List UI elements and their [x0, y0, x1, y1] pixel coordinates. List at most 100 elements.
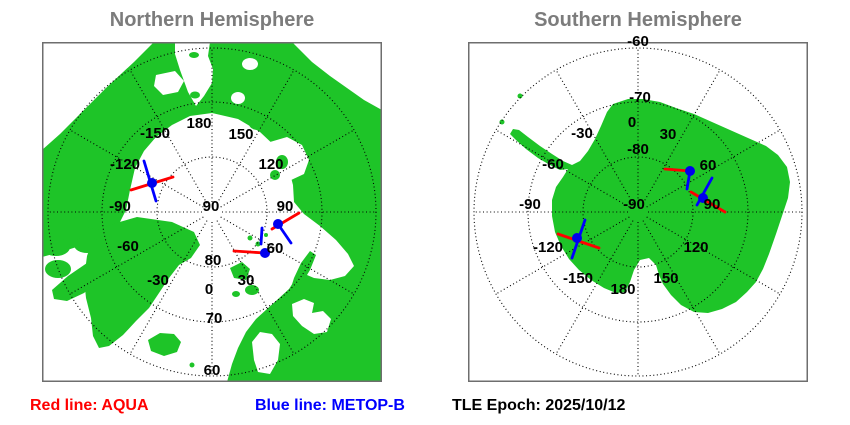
franz-josef-land [264, 233, 268, 237]
land-southern [469, 43, 807, 381]
svalbard [230, 262, 250, 280]
metopb-track-segment [259, 226, 264, 246]
graticule-label: 30 [660, 126, 677, 143]
latitude-circle [473, 47, 803, 377]
severnaya-zemlya [270, 170, 280, 180]
graticule [473, 47, 803, 377]
greenland [84, 217, 200, 348]
graticule-label: -150 [140, 125, 170, 142]
latitude-circle [582, 156, 694, 268]
longitude-line [642, 69, 721, 204]
longitude-line [555, 69, 634, 204]
graticule-label: 150 [653, 270, 678, 287]
graticule-label: 0 [205, 281, 213, 298]
graticule-label: 30 [238, 272, 255, 289]
graticule-label: 60 [700, 157, 717, 174]
latitude-circle [101, 101, 323, 323]
coastal-inlet [154, 71, 184, 95]
legend-row: Red line: AQUA Blue line: METOP-B TLE Ep… [0, 397, 850, 419]
southern-hemisphere-title: Southern Hemisphere [534, 9, 742, 31]
white-sea [292, 299, 331, 334]
satellite-position-dot [685, 166, 695, 176]
longitude-line [642, 220, 721, 355]
antarctic-island [499, 119, 505, 125]
new-siberian-islands [249, 118, 267, 130]
land-northern [43, 43, 381, 381]
graticule-label: 60 [204, 362, 221, 379]
longitude-line [220, 216, 355, 295]
graticule-label: 120 [683, 239, 708, 256]
antarctica [510, 99, 790, 313]
bering-strait-sea [175, 43, 213, 106]
north-pacific-sea [43, 43, 153, 150]
longitude-line [646, 216, 781, 295]
longitude-line [129, 220, 208, 355]
northern-hemisphere-title: Northern Hemisphere [109, 9, 315, 31]
antarctic-island [517, 93, 523, 99]
graticule-label: -90 [623, 196, 645, 213]
latitude-circle [156, 156, 268, 268]
longitude-line [69, 216, 204, 295]
graticule-label: -80 [627, 141, 649, 158]
kara-sea [267, 137, 309, 181]
legend-aqua: Red line: AQUA [30, 397, 149, 414]
franz-josef-land [247, 235, 253, 241]
graticule-label: -60 [627, 33, 649, 50]
map-frame [468, 42, 808, 382]
graticule-label: 70 [206, 310, 223, 327]
legend-tle-epoch: TLE Epoch: 2025/10/12 [452, 397, 626, 414]
franz-josef-land [255, 241, 261, 247]
severnaya-zemlya [276, 155, 288, 169]
map-frame [42, 42, 382, 382]
longitude-line [555, 220, 634, 355]
graticule-label: -30 [571, 125, 593, 142]
svalbard-island [232, 291, 240, 297]
ellesmere-island [80, 201, 121, 230]
graticule-label: -90 [109, 198, 131, 215]
arctic-island [43, 238, 70, 256]
wrangel-island [190, 91, 200, 99]
markers [129, 159, 301, 258]
aqua-track-segment [689, 190, 727, 214]
novaya-zemlya [289, 251, 316, 298]
graticule-label: -150 [563, 270, 593, 287]
graticule-label: 0 [628, 114, 636, 131]
map-labels: -60 -70 0 30 -30 -80 -60 60 -90 -90 90 -120 120 -150 1… [519, 33, 720, 298]
longitude-line [220, 129, 355, 208]
satellite-position-dot [273, 219, 283, 229]
satellite-position-dot [147, 178, 157, 188]
southern-hemisphere-map: -60 -70 0 30 -30 -80 -60 60 -90 -90 90 -120 120 -150 1… [468, 33, 808, 382]
northern-hemisphere-map: 180 -150 150 -120 120 -90 90 90 -60 60 -30 30 80 0 70 6… [42, 42, 382, 382]
markers [556, 166, 727, 260]
graticule-label: 180 [186, 115, 211, 132]
st-lawrence-island [189, 52, 199, 58]
graticule-label: -120 [533, 239, 563, 256]
graticule-label: 150 [228, 126, 253, 143]
graticule-label: -30 [147, 272, 169, 289]
graticule-label: -120 [110, 156, 140, 173]
graticule-label: 120 [258, 156, 283, 173]
graticule-label: 90 [704, 196, 721, 213]
longitude-line [216, 69, 295, 204]
coastal-inlet [242, 58, 258, 70]
aqua-track-segment [232, 249, 267, 255]
latitude-circle [47, 47, 377, 377]
gulf-of-bothnia [252, 332, 280, 374]
faroe-islands [189, 362, 195, 368]
satellite-position-dot [260, 248, 270, 258]
longitude-line [69, 129, 204, 208]
graticule-label: -60 [117, 238, 139, 255]
satellite-position-dot [698, 193, 708, 203]
map-labels: 180 -150 150 -120 120 -90 90 90 -60 60 -30 30 80 0 70 6… [109, 115, 293, 379]
latitude-circle [527, 101, 749, 323]
graticule-label: 180 [610, 281, 635, 298]
graticule [47, 47, 377, 377]
longitude-line [495, 129, 630, 208]
longitude-line [216, 220, 295, 355]
satellite-position-dot [572, 233, 582, 243]
arctic-island [45, 260, 71, 278]
longitude-line [495, 216, 630, 295]
iceland [148, 333, 181, 356]
graticule-label: 60 [267, 240, 284, 257]
